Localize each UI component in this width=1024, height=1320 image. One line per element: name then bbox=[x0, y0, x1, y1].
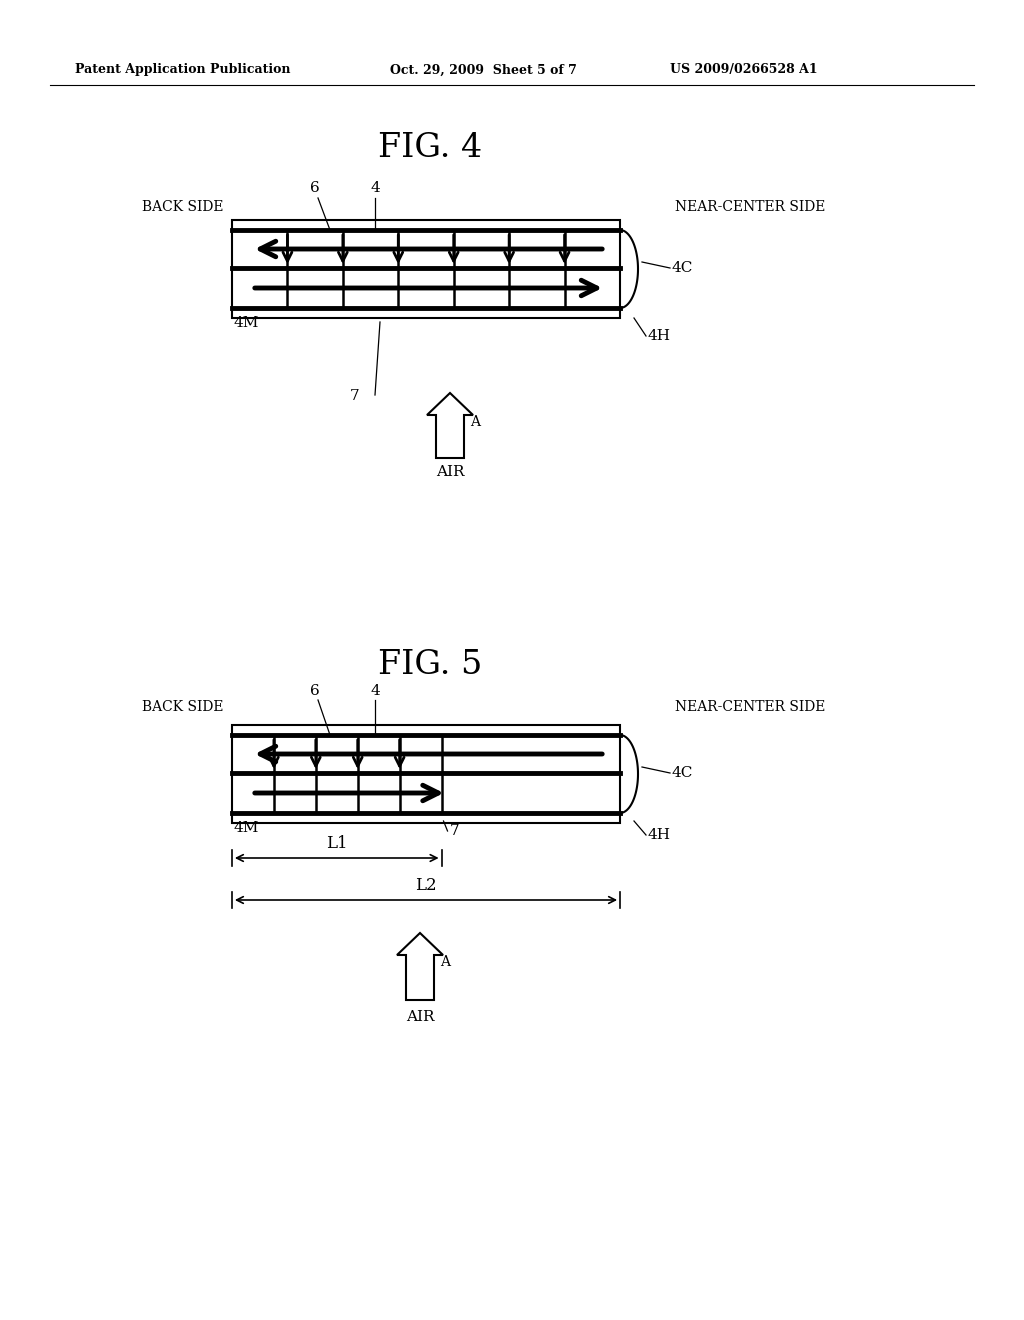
Text: 4M: 4M bbox=[234, 315, 259, 330]
Text: US 2009/0266528 A1: US 2009/0266528 A1 bbox=[670, 63, 817, 77]
Text: AIR: AIR bbox=[436, 465, 464, 479]
Text: 4M: 4M bbox=[234, 821, 259, 836]
Bar bbox=[232, 220, 620, 318]
Bar bbox=[232, 725, 620, 822]
Text: 6: 6 bbox=[310, 684, 319, 698]
Text: BACK SIDE: BACK SIDE bbox=[142, 700, 224, 714]
Text: AIR: AIR bbox=[406, 1010, 434, 1024]
FancyArrow shape bbox=[397, 933, 443, 1001]
Text: 7: 7 bbox=[350, 389, 359, 403]
Text: NEAR-CENTER SIDE: NEAR-CENTER SIDE bbox=[675, 700, 825, 714]
Text: 4C: 4C bbox=[672, 766, 693, 780]
Text: 4C: 4C bbox=[672, 261, 693, 275]
Text: 4H: 4H bbox=[648, 329, 671, 343]
Text: NEAR-CENTER SIDE: NEAR-CENTER SIDE bbox=[675, 201, 825, 214]
Text: FIG. 5: FIG. 5 bbox=[378, 649, 482, 681]
Text: L2: L2 bbox=[415, 876, 437, 894]
Text: Oct. 29, 2009  Sheet 5 of 7: Oct. 29, 2009 Sheet 5 of 7 bbox=[390, 63, 577, 77]
Text: Patent Application Publication: Patent Application Publication bbox=[75, 63, 291, 77]
Text: 4: 4 bbox=[370, 181, 380, 195]
Text: FIG. 4: FIG. 4 bbox=[378, 132, 482, 164]
Text: 4: 4 bbox=[370, 684, 380, 698]
Text: 4H: 4H bbox=[648, 828, 671, 842]
Text: L1: L1 bbox=[326, 836, 347, 851]
Text: BACK SIDE: BACK SIDE bbox=[142, 201, 224, 214]
Text: A: A bbox=[470, 414, 480, 429]
Text: 7: 7 bbox=[450, 824, 459, 838]
FancyArrow shape bbox=[427, 393, 473, 458]
Text: A: A bbox=[440, 954, 450, 969]
Text: 6: 6 bbox=[310, 181, 319, 195]
